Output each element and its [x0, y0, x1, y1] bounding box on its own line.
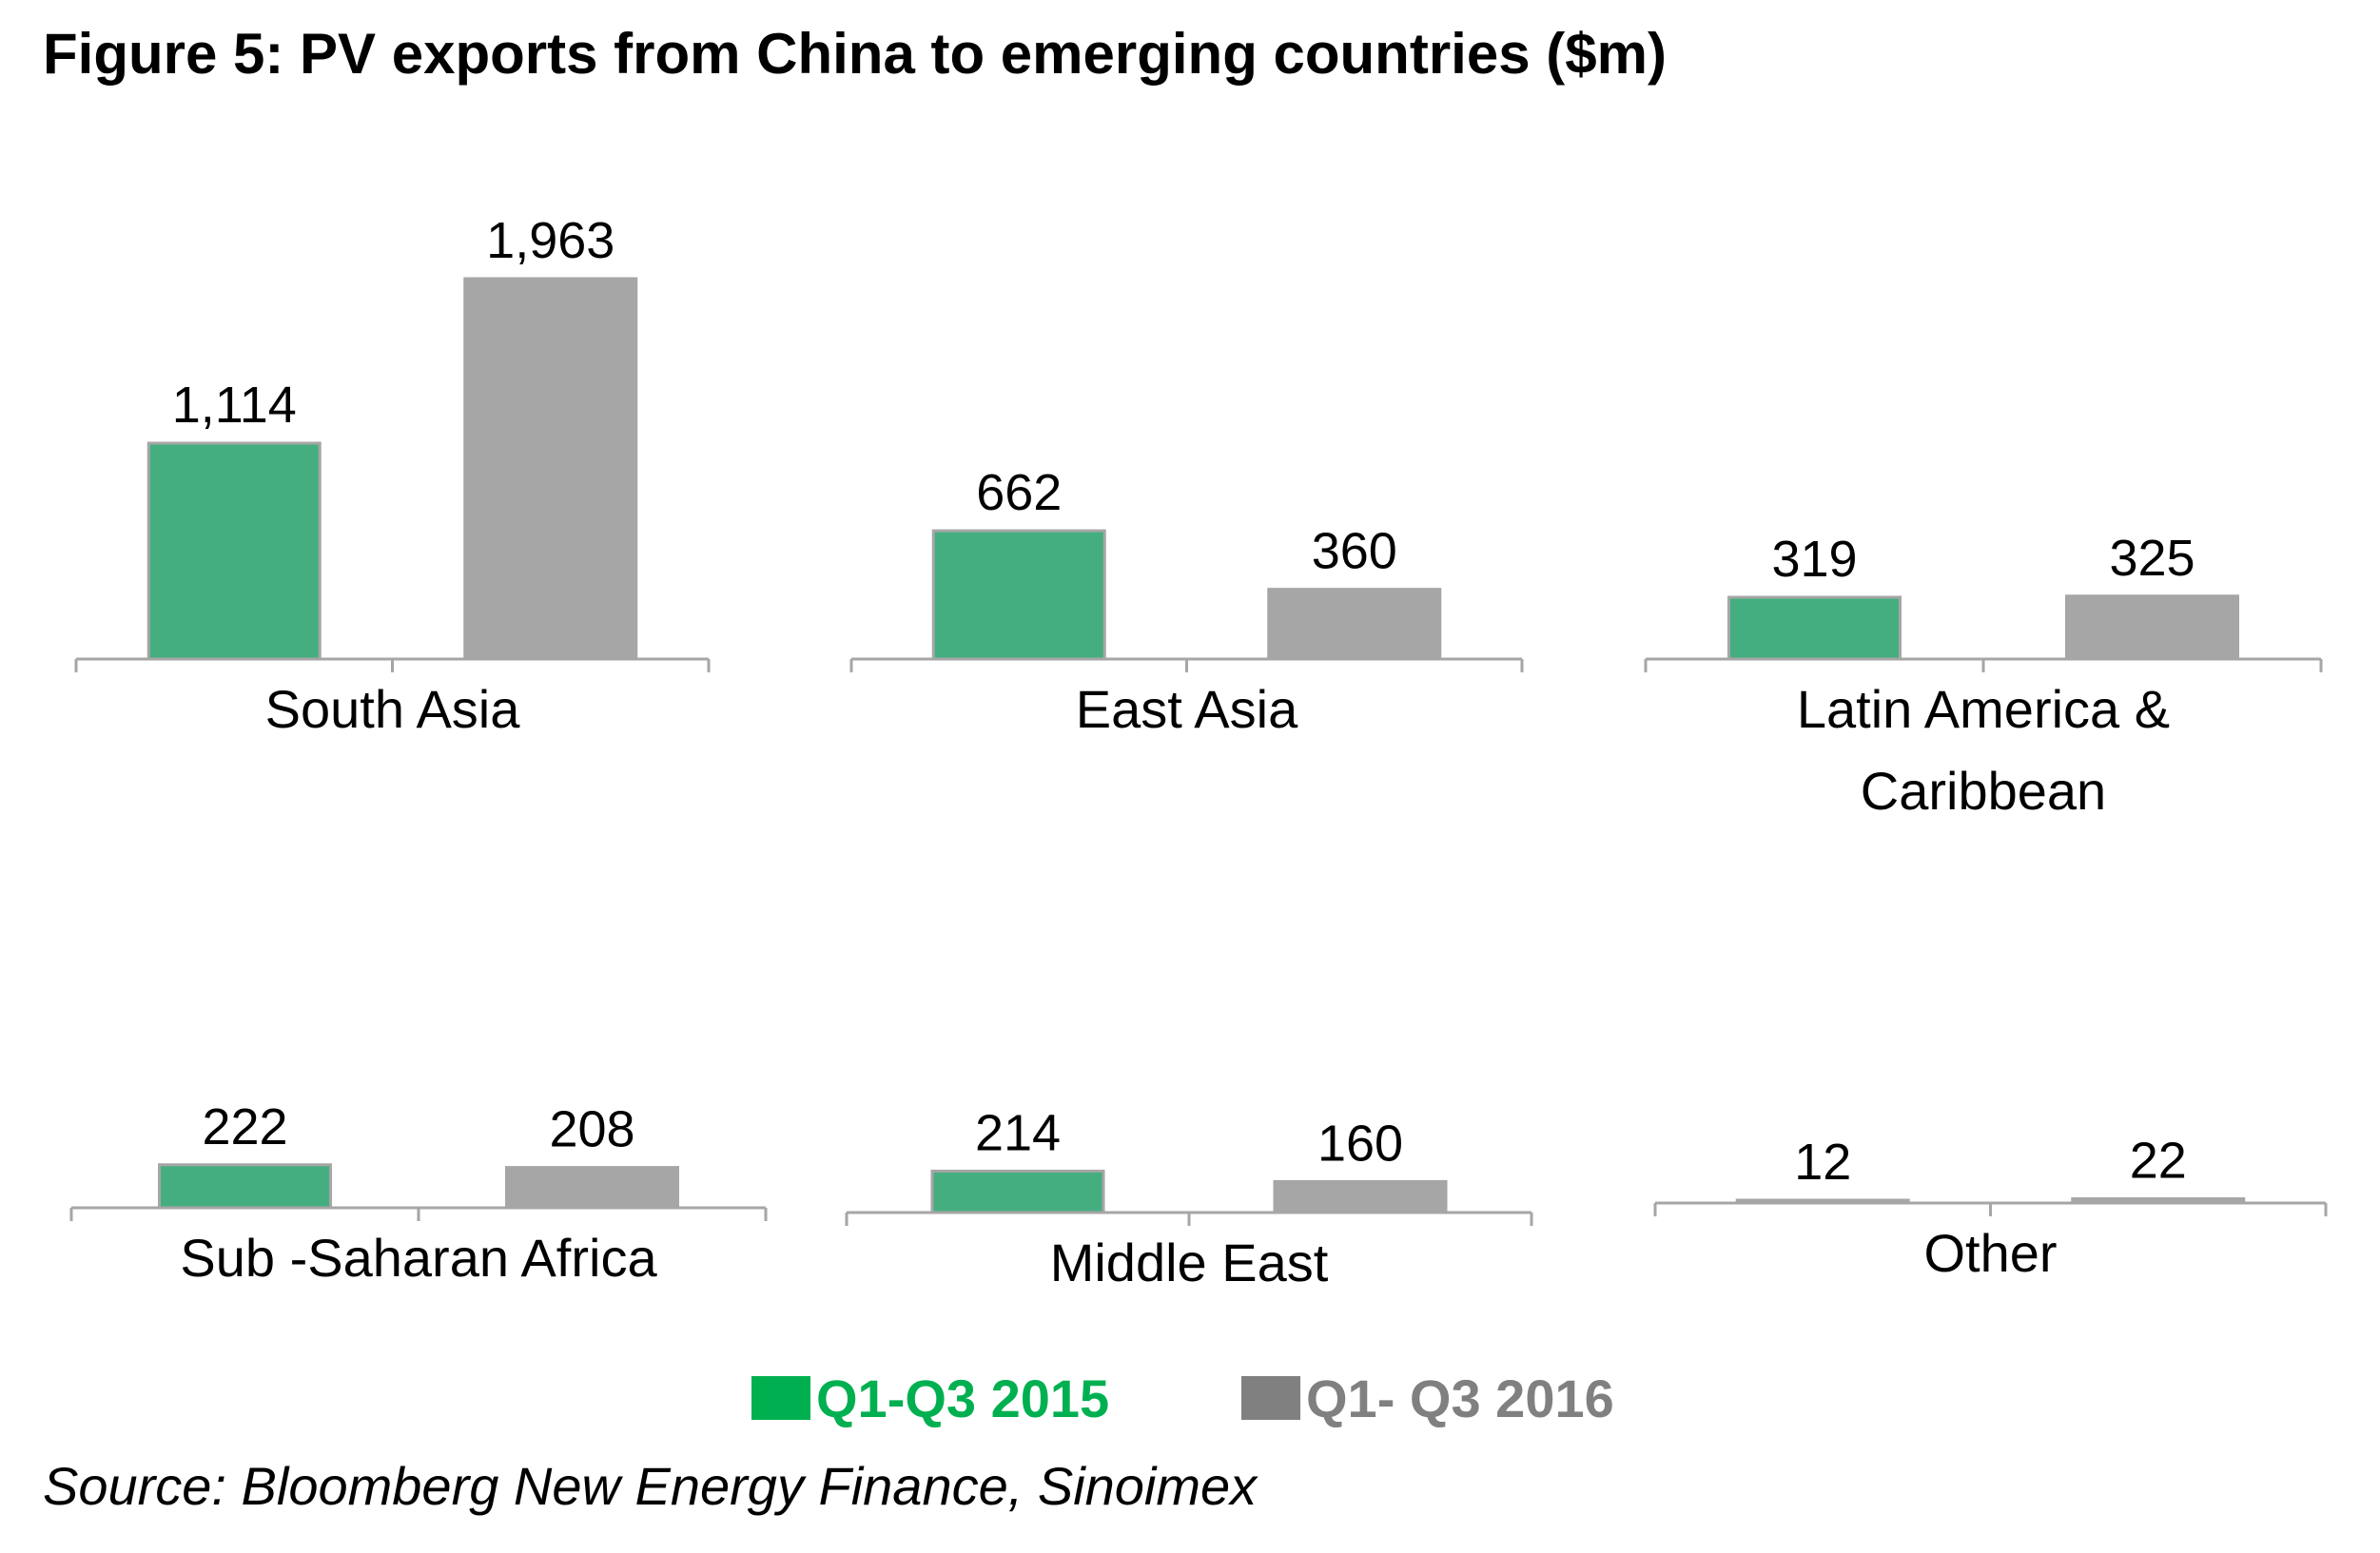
legend-swatch-2015 — [751, 1376, 810, 1420]
value-label-other-2016: 22 — [2130, 1133, 2187, 1190]
value-label-middle-east-2015: 214 — [975, 1104, 1061, 1161]
value-label-latin-america-caribbean-2015: 319 — [1771, 531, 1857, 588]
category-label-latin-america-caribbean-line-2: Caribbean — [1861, 761, 2106, 821]
value-label-other-2015: 12 — [1794, 1134, 1851, 1191]
bar-south-asia-2016 — [463, 277, 638, 661]
bar-other-2016 — [2071, 1197, 2246, 1205]
legend-item-2015: Q1-Q3 2015 — [751, 1360, 1109, 1436]
legend-label-2016: Q1- Q3 2016 — [1306, 1368, 1614, 1428]
bar-sub-saharan-africa-2016 — [505, 1166, 679, 1210]
bar-middle-east-2016 — [1273, 1179, 1448, 1214]
value-label-south-asia-2016: 1,963 — [486, 212, 615, 269]
value-label-east-asia-2016: 360 — [1312, 523, 1397, 580]
category-label-sub-saharan-africa: Sub -Saharan Africa — [180, 1228, 657, 1288]
bar-east-asia-2016 — [1267, 588, 1442, 661]
category-label-east-asia: East Asia — [1076, 679, 1298, 739]
bar-south-asia-2015 — [146, 441, 322, 661]
bar-east-asia-2015 — [931, 529, 1106, 661]
value-label-latin-america-caribbean-2016: 325 — [2109, 530, 2195, 587]
bar-middle-east-2015 — [930, 1169, 1105, 1214]
legend-item-2016: Q1- Q3 2016 — [1241, 1360, 1614, 1436]
category-label-south-asia: South Asia — [265, 679, 521, 739]
legend-swatch-2016 — [1241, 1376, 1300, 1420]
value-label-south-asia-2015: 1,114 — [172, 377, 297, 434]
legend: Q1-Q3 2015 Q1- Q3 2016 — [0, 1360, 2380, 1436]
bar-latin-america-caribbean-2015 — [1727, 595, 1902, 661]
category-label-other: Other — [1923, 1223, 2057, 1283]
source-note: Source: Bloomberg New Energy Finance, Si… — [43, 1456, 1258, 1516]
value-label-middle-east-2016: 160 — [1317, 1115, 1403, 1172]
category-label-middle-east: Middle East — [1050, 1233, 1329, 1292]
bar-sub-saharan-africa-2015 — [158, 1163, 332, 1210]
chart-title: Figure 5: PV exports from China to emerg… — [43, 22, 1667, 86]
value-label-east-asia-2015: 662 — [976, 464, 1062, 521]
legend-label-2015: Q1-Q3 2015 — [816, 1368, 1110, 1428]
category-label-latin-america-caribbean-line-1: Latin America & — [1797, 679, 2170, 739]
value-label-sub-saharan-africa-2015: 222 — [202, 1098, 287, 1155]
bar-other-2015 — [1735, 1198, 1910, 1205]
bar-latin-america-caribbean-2016 — [2065, 594, 2239, 661]
value-label-sub-saharan-africa-2016: 208 — [549, 1101, 634, 1158]
